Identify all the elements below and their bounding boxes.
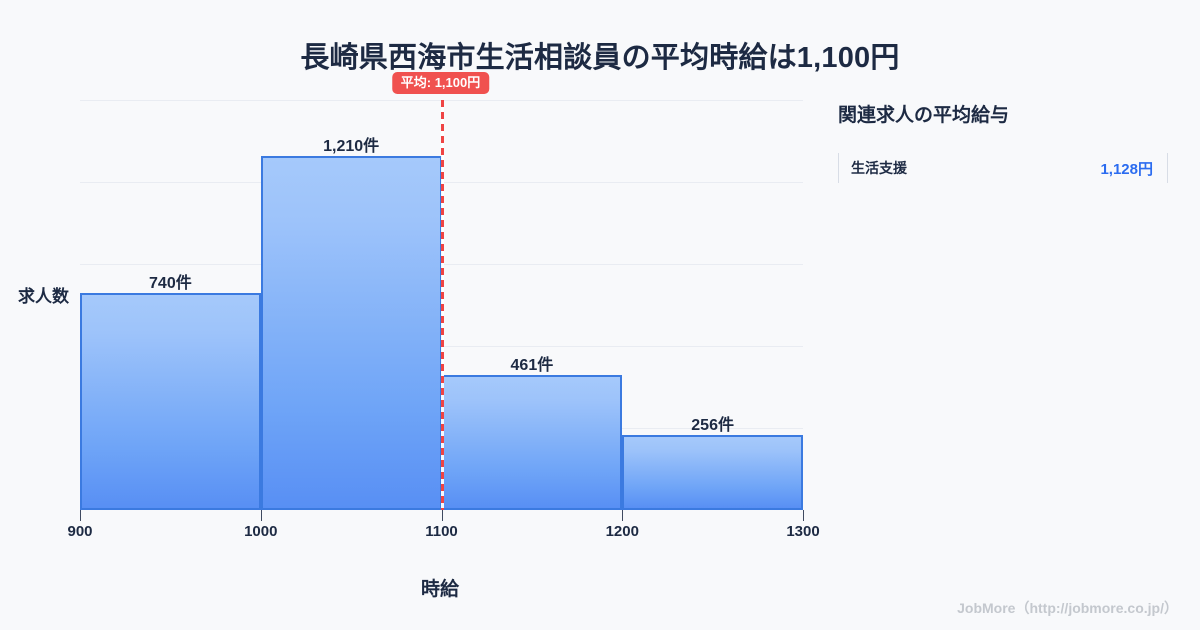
y-axis-label: 求人数 <box>18 287 69 306</box>
related-salary-title: 関連求人の平均給与 <box>838 105 1010 126</box>
x-axis-label: 時給 <box>420 579 459 600</box>
footer-watermark: JobMore（http://jobmore.co.jp/） <box>957 600 1178 616</box>
x-tick <box>260 510 262 521</box>
x-tick <box>441 510 443 521</box>
average-marker-line: 平均: 1,100円 <box>391 72 490 510</box>
salary-row-value: 1,128円 <box>1100 160 1153 178</box>
x-tick-label: 1000 <box>244 523 278 540</box>
histogram-bar[interactable] <box>260 155 442 510</box>
x-tick <box>622 510 624 521</box>
related-salary-rows: 生活支援 1,128円 <box>838 153 1168 183</box>
histogram-plot-area: 740件 1,210件 461件 256件 平均: 1,100円 900 1000 110… <box>67 72 820 540</box>
histogram-bar[interactable] <box>80 293 261 510</box>
salary-row-name: 生活支援 <box>851 160 907 176</box>
bar-value-label: 1,210件 <box>323 137 380 155</box>
x-tick-label: 1200 <box>605 523 639 540</box>
x-tick-label: 1300 <box>786 523 820 540</box>
bar-value-label: 461件 <box>510 356 554 374</box>
x-tick-label: 900 <box>67 523 93 540</box>
x-tick <box>80 510 81 521</box>
histogram-bar[interactable] <box>622 435 803 510</box>
average-badge: 平均: 1,100円 <box>391 72 490 94</box>
related-salary-panel: 関連求人の平均給与 生活支援 1,128円 <box>838 100 1168 183</box>
x-tick <box>803 510 804 521</box>
salary-row[interactable]: 生活支援 1,128円 <box>838 153 1168 183</box>
x-tick-label: 1100 <box>425 523 458 540</box>
bar-value-label: 256件 <box>691 417 734 435</box>
histogram-bar[interactable] <box>441 375 623 510</box>
page-title: 長崎県西海市生活相談員の平均時給は1,100円 <box>300 42 900 74</box>
bar-value-label: 740件 <box>149 275 192 293</box>
